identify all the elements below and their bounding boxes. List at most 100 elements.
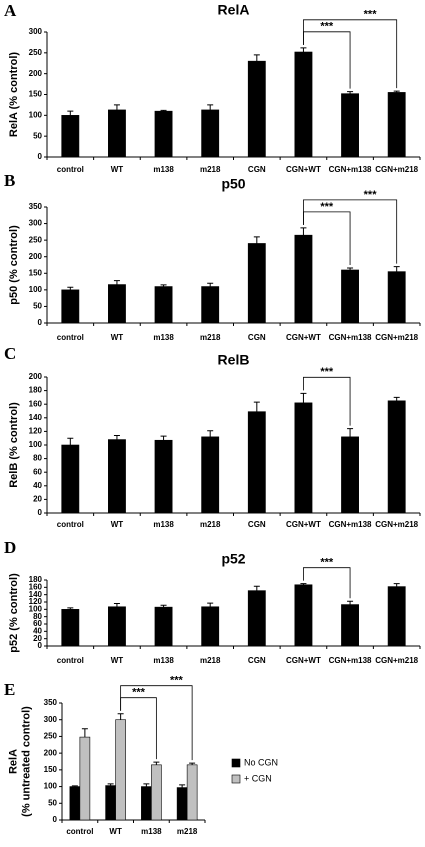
bar: [247, 590, 266, 647]
legend-swatch: [231, 774, 241, 784]
error-bar: [393, 266, 400, 272]
y-tick-label: 180: [29, 386, 43, 395]
bar: [201, 606, 220, 647]
y-tick-label: 150: [44, 765, 58, 774]
bar: [108, 284, 126, 324]
significance-bracket: [303, 199, 398, 264]
bar: [61, 289, 80, 324]
bar: [154, 606, 173, 647]
significance-label: ***: [364, 9, 378, 21]
legend-label: + CGN: [244, 773, 272, 783]
y-tick-label: 0: [38, 152, 43, 161]
y-tick-label: 100: [44, 782, 58, 791]
error-bar: [253, 236, 260, 244]
significance-label: ***: [364, 189, 378, 201]
bar: [154, 439, 173, 514]
bar: [387, 400, 406, 514]
error-bar: [347, 91, 354, 94]
error-bar: [393, 396, 400, 401]
y-axis-label: (% untreated control): [20, 706, 32, 817]
x-tick-label: WT: [109, 827, 122, 836]
y-tick-label: 40: [33, 626, 42, 635]
bar: [108, 109, 126, 158]
y-tick-label: 350: [44, 698, 58, 707]
bar: [61, 115, 80, 158]
significance-label: ***: [320, 201, 334, 213]
y-tick-label: 50: [33, 302, 42, 311]
bar: [108, 606, 126, 647]
x-tick-label: control: [57, 333, 84, 342]
bar: [154, 110, 173, 158]
bar: [61, 609, 80, 647]
error-bar: [179, 784, 186, 788]
error-bar: [117, 713, 124, 720]
bar: [201, 436, 220, 514]
error-bar: [160, 604, 167, 608]
error-bar: [143, 783, 150, 787]
chart-title: p52: [221, 551, 245, 567]
x-tick-label: WT: [111, 333, 124, 342]
chart-title: RelB: [218, 352, 250, 368]
x-tick-label: control: [57, 165, 84, 174]
x-tick-label: m138: [153, 165, 174, 174]
y-axis-label: RelA: [7, 749, 19, 774]
y-tick-label: 50: [33, 131, 42, 140]
bar: [294, 584, 313, 647]
y-tick-label: 200: [29, 69, 43, 78]
error-bar: [253, 401, 260, 412]
error-bar: [300, 392, 307, 403]
x-tick-label: m138: [141, 827, 162, 836]
x-tick-label: CGN+m218: [375, 520, 418, 529]
y-tick-label: 200: [44, 748, 58, 757]
significance-label: ***: [320, 366, 334, 378]
x-tick-label: m138: [153, 656, 174, 665]
error-bar: [71, 785, 78, 787]
bar: [154, 286, 173, 324]
y-tick-label: 300: [44, 715, 58, 724]
chart-title: RelA: [218, 2, 250, 18]
x-tick-label: WT: [111, 656, 124, 665]
y-tick-label: 150: [29, 268, 43, 277]
x-tick-label: CGN+m218: [375, 165, 418, 174]
y-tick-label: 60: [33, 467, 42, 476]
bar: [247, 411, 266, 514]
y-tick-label: 120: [29, 427, 43, 436]
error-bar: [347, 267, 354, 270]
y-tick-label: 300: [29, 27, 43, 36]
error-bar: [160, 109, 167, 112]
x-tick-label: CGN: [248, 520, 266, 529]
x-tick-label: CGN+WT: [286, 333, 321, 342]
x-tick-label: control: [57, 520, 84, 529]
bar: [387, 92, 406, 158]
panel-letter: D: [4, 538, 16, 557]
x-tick-label: CGN+m138: [329, 165, 372, 174]
bar: [341, 436, 359, 514]
legend-swatch: [231, 758, 241, 768]
panel-letter: B: [4, 171, 15, 190]
x-tick-label: m218: [200, 656, 221, 665]
error-bar: [81, 728, 88, 738]
error-bar: [347, 600, 354, 605]
bar: [105, 785, 116, 821]
panel-letter: C: [4, 344, 16, 363]
y-axis-label: p50 (% control): [8, 225, 20, 305]
x-tick-label: CGN+WT: [286, 520, 321, 529]
error-bar: [253, 54, 260, 62]
x-tick-label: m138: [153, 520, 174, 529]
x-tick-label: CGN+WT: [286, 165, 321, 174]
panel-letter: E: [4, 680, 15, 699]
y-tick-label: 200: [29, 372, 43, 381]
error-bar: [189, 762, 196, 765]
y-tick-label: 120: [29, 597, 43, 606]
error-bar: [67, 437, 74, 445]
error-bar: [207, 282, 214, 287]
y-tick-label: 100: [29, 285, 43, 294]
y-tick-label: 250: [29, 235, 43, 244]
error-bar: [300, 47, 307, 52]
y-tick-label: 60: [33, 619, 42, 628]
error-bar: [207, 430, 214, 437]
error-bar: [67, 110, 74, 116]
bar: [294, 51, 313, 158]
y-tick-label: 80: [33, 454, 42, 463]
x-tick-label: CGN+m218: [375, 333, 418, 342]
